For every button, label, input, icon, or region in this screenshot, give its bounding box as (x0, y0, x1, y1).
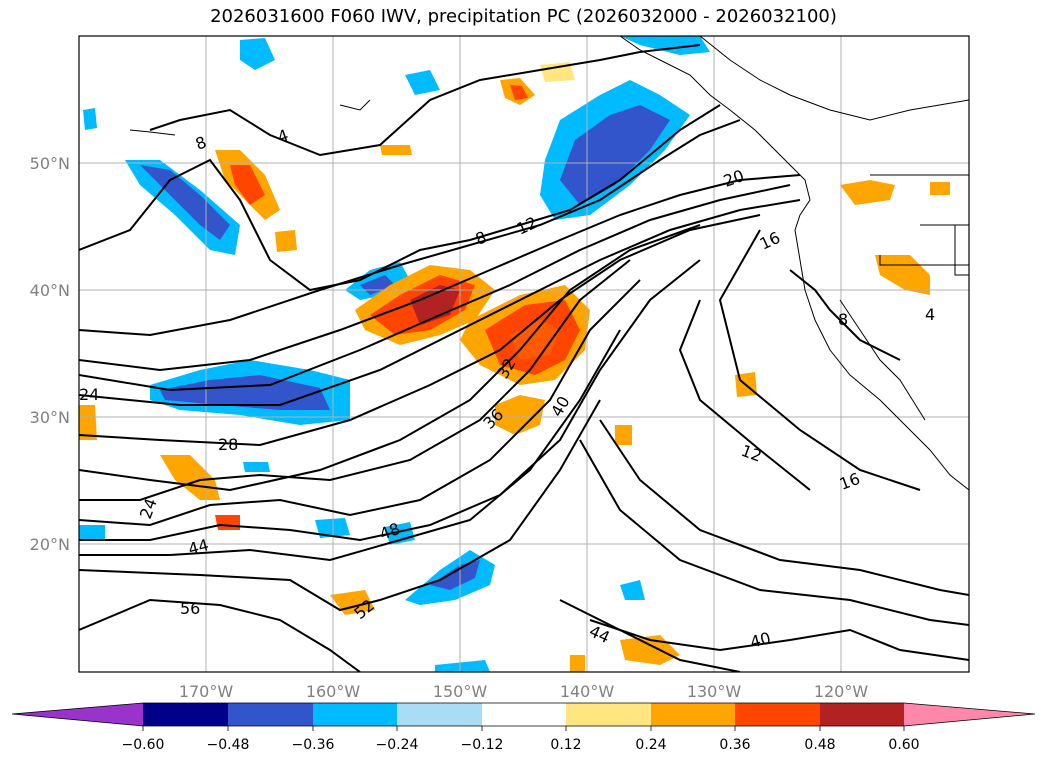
colorbar-tick: 0.48 (804, 737, 835, 753)
iwv-contour-east-16 (718, 229, 921, 491)
colorbar: −0.60 −0.48 −0.36 −0.24 −0.12 0.12 0.24 … (11, 702, 1036, 753)
colorbar-segment (820, 703, 904, 726)
lon-tick-labels: 170°W 160°W 150°W 140°W 130°W 120°W (179, 682, 869, 701)
iwv-contour-16 (79, 174, 801, 372)
chart-title: 2026031600 F060 IWV, precipitation PC (2… (210, 6, 837, 27)
iwv-contour-48 (79, 329, 621, 562)
iwv-contour-28 (79, 214, 761, 447)
colorbar-segment (228, 703, 313, 726)
lat-tick-labels: 50°N 40°N 30°N 20°N (30, 154, 70, 554)
colorbar-tick: 0.12 (550, 737, 581, 753)
lat-label-20: 20°N (30, 535, 70, 554)
iwv-contour-56 (79, 598, 361, 672)
iwv-contour-24 (79, 199, 801, 406)
colorbar-segment (566, 703, 651, 726)
canada-coast (699, 36, 969, 121)
lon-label-120w: 120°W (814, 682, 869, 701)
contour-label: 28 (218, 435, 238, 454)
colorbar-segment (482, 703, 566, 726)
colorbar-tick: 0.60 (888, 737, 919, 753)
lon-label-140w: 140°W (560, 682, 615, 701)
colorbar-tick: 0.36 (719, 737, 750, 753)
iwv-contour-44 (79, 259, 701, 542)
colorbar-tick: −0.12 (461, 737, 504, 753)
lat-label-50: 50°N (30, 154, 70, 173)
colorbar-tick: −0.36 (292, 737, 335, 753)
iwv-contour-20 (79, 184, 791, 392)
iwv-contour-8 (79, 104, 721, 292)
colorbar-tick: −0.60 (122, 737, 165, 753)
lon-label-130w: 130°W (687, 682, 742, 701)
contour-label: 8 (838, 310, 848, 329)
baja-coast (839, 299, 926, 421)
contour-label: 24 (79, 385, 99, 404)
lat-label-30: 30°N (30, 408, 70, 427)
iwv-contour-layer (79, 44, 969, 672)
colorbar-segment (651, 703, 735, 726)
colorbar-extend-right (904, 703, 1035, 726)
contour-label: 40 (748, 628, 773, 652)
iwv-contour-40 (79, 279, 641, 527)
iwv-contour-east-12 (678, 299, 811, 491)
colorbar-segment (397, 703, 482, 726)
map-gridlines (79, 36, 969, 672)
lon-label-150w: 150°W (433, 682, 488, 701)
colorbar-segment (735, 703, 820, 726)
contour-label: 44 (186, 535, 211, 559)
colorbar-extend-left (12, 703, 143, 726)
lat-label-40: 40°N (30, 281, 70, 300)
colorbar-segment (313, 703, 397, 726)
lon-label-170w: 170°W (179, 682, 234, 701)
contour-label: 56 (180, 599, 200, 618)
iwv-contour-12 (79, 119, 741, 337)
precip-shading-layer (79, 36, 950, 672)
iwv-contour-44-south (559, 599, 741, 672)
contour-label: 4 (925, 305, 935, 324)
iwv-contour-4 (149, 44, 701, 157)
colorbar-segment (143, 703, 228, 726)
colorbar-tick: −0.48 (207, 737, 250, 753)
colorbar-tick: −0.24 (376, 737, 419, 753)
iwv-contour-36 (79, 259, 631, 501)
iwv-contour-32 (79, 224, 701, 492)
lon-label-160w: 160°W (306, 682, 361, 701)
iwv-contour-52 (79, 399, 601, 612)
iwv-contour-40-south (589, 619, 969, 661)
colorbar-tick: 0.24 (635, 737, 666, 753)
alaska-coast (619, 36, 811, 231)
map-frame (78, 35, 970, 673)
